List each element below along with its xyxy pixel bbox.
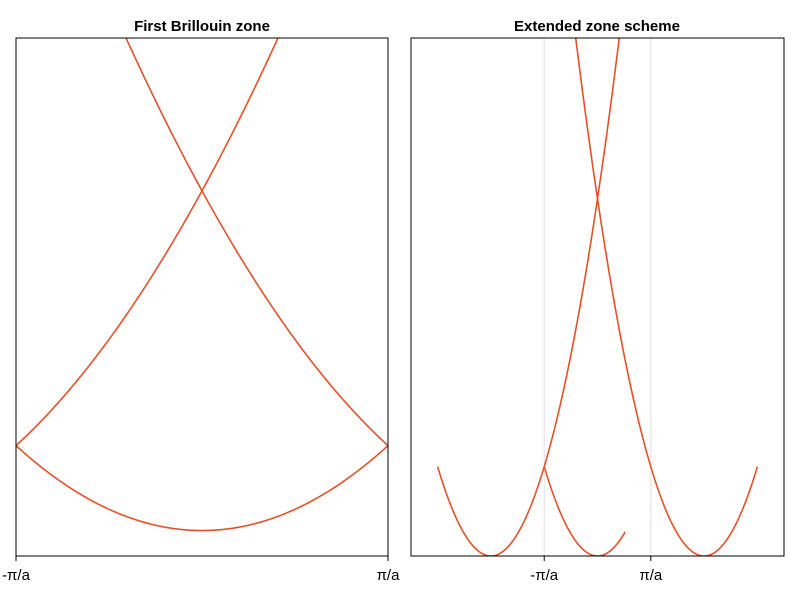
right-plot-lines <box>436 38 759 556</box>
right-x-tick-label-0: -π/a <box>530 567 559 584</box>
right-plot-frame <box>410 37 785 557</box>
left-plot-frame <box>15 37 389 557</box>
left-x-tick-label-1: π/a <box>377 567 401 584</box>
right-x-axis: -π/a π/a <box>530 556 663 584</box>
right-band-line-1 <box>543 466 626 556</box>
right-grid-lines <box>543 38 652 556</box>
left-band-line-0 <box>16 445 388 532</box>
left-x-tick-label-0: -π/a <box>2 567 31 584</box>
left-plot-lines <box>16 38 388 532</box>
left-band-line-2 <box>125 38 388 447</box>
left-band-line-1 <box>16 38 279 447</box>
right-band-line-2 <box>574 38 759 556</box>
right-chart-title: Extended zone scheme <box>514 18 680 35</box>
left-x-axis: -π/a π/a <box>2 556 400 584</box>
left-chart-title: First Brillouin zone <box>134 18 270 35</box>
right-panel: Extended zone scheme -π/a π/a <box>410 18 785 584</box>
right-band-line-0 <box>436 38 621 556</box>
right-x-tick-label-1: π/a <box>639 567 663 584</box>
left-panel: First Brillouin zone -π/a π/a <box>2 18 400 584</box>
